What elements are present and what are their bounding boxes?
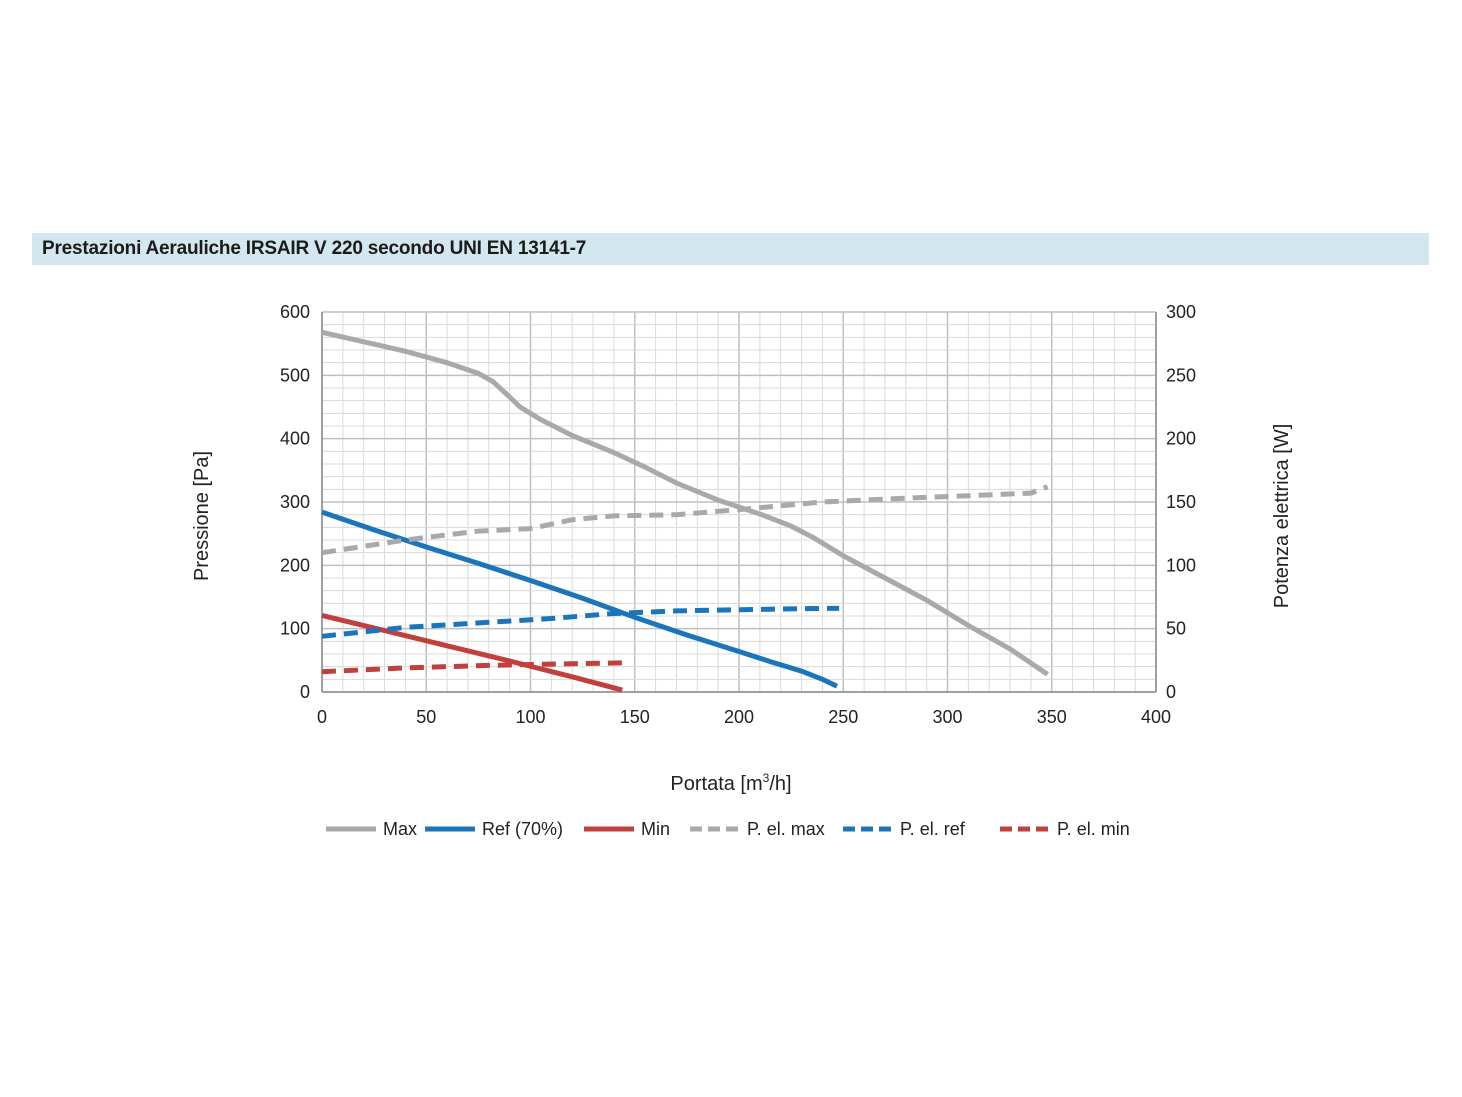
series-line-p-el-max (321, 484, 1049, 556)
y-axis-title-right: Potenza elettrica [W] (1271, 424, 1293, 609)
y-tick-label-left: 500 (280, 365, 310, 385)
x-tick-label: 0 (317, 707, 327, 727)
y-tick-label-left: 0 (300, 682, 310, 702)
series-line-p-el-ref (321, 605, 840, 639)
y-tick-label-left: 600 (280, 302, 310, 322)
plot-grid (321, 311, 1157, 693)
x-tick-label: 350 (1037, 707, 1067, 727)
x-tick-label: 150 (620, 707, 650, 727)
x-axis-title: Portata [m3/h] (670, 771, 791, 795)
y-tick-label-left: 200 (280, 555, 310, 575)
legend-label-p-el-ref: P. el. ref (900, 819, 966, 839)
tick-labels: 0 50 100 150 200 250 300 350 4000100200300400500… (280, 302, 1196, 727)
legend-label-ref-70: Ref (70%) (482, 819, 563, 839)
chart-legend: Max Ref (70%) Min P. el. max P. el. ref P. el… (326, 819, 1130, 839)
x-tick-label: 200 (724, 707, 754, 727)
y-tick-label-right: 300 (1166, 302, 1196, 322)
y-tick-label-right: 150 (1166, 492, 1196, 512)
y-tick-label-right: 0 (1166, 682, 1176, 702)
y-tick-label-left: 300 (280, 492, 310, 512)
x-tick-label: 300 (932, 707, 962, 727)
x-tick-label: 250 (828, 707, 858, 727)
x-tick-label: 400 (1141, 707, 1171, 727)
series-layer (321, 329, 1049, 693)
y-tick-label-right: 200 (1166, 429, 1196, 449)
x-tick-label: 50 (416, 707, 436, 727)
y-tick-label-right: 50 (1166, 619, 1186, 639)
y-tick-label-right: 250 (1166, 365, 1196, 385)
legend-label-max: Max (383, 819, 417, 839)
y-tick-label-right: 100 (1166, 555, 1196, 575)
legend-label-min: Min (641, 819, 670, 839)
series-line-ref-70 (321, 509, 839, 689)
y-tick-label-left: 100 (280, 619, 310, 639)
legend-label-p-el-min: P. el. min (1057, 819, 1130, 839)
plot-axes (321, 312, 1157, 693)
y-tick-label-left: 400 (280, 429, 310, 449)
y-axis-title-left: Pressione [Pa] (191, 451, 213, 581)
series-line-min (321, 612, 623, 693)
x-tick-label: 100 (515, 707, 545, 727)
chart-title: Prestazioni Aerauliche IRSAIR V 220 seco… (42, 238, 587, 259)
chart-header-band: Prestazioni Aerauliche IRSAIR V 220 seco… (32, 233, 1429, 265)
legend-label-p-el-max: P. el. max (747, 819, 825, 839)
series-line-p-el-min (321, 660, 623, 675)
series-line-max (321, 329, 1049, 677)
